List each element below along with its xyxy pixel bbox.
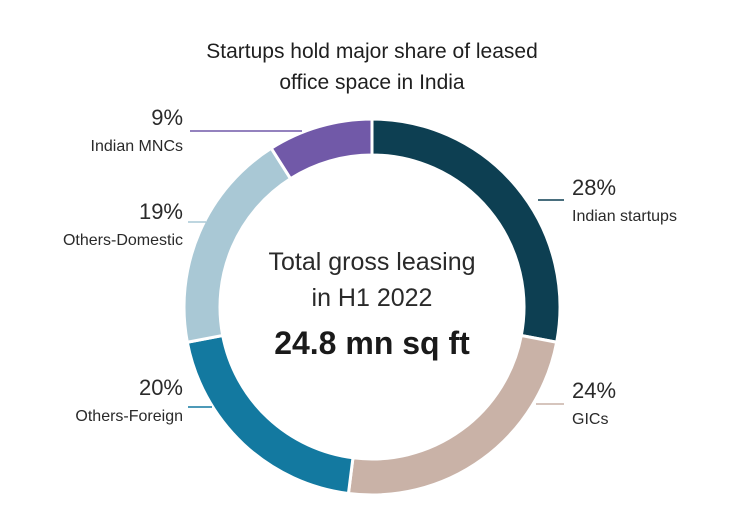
slice-labels: 28% Indian startups 24% GICs 20% Others-Forei…	[63, 105, 677, 428]
slice-category-label: Others-Foreign	[75, 408, 183, 425]
chart-title-line-1: Startups hold major share of leased	[206, 40, 538, 63]
slice-others-domestic	[182, 146, 293, 344]
center-text-line-1: Total gross leasing	[268, 248, 475, 276]
slice-percent-label: 24%	[572, 378, 616, 403]
donut-slices	[182, 117, 562, 497]
chart-title-line-2: office space in India	[279, 71, 465, 94]
slice-percent-label: 20%	[139, 375, 183, 400]
slice-category-label: Others-Domestic	[63, 232, 183, 249]
slice-category-label: Indian startups	[572, 208, 677, 225]
center-text-line-2: in H1 2022	[312, 284, 433, 312]
slice-indian-mncs	[269, 117, 374, 181]
slice-category-label: GICs	[572, 411, 608, 428]
slice-category-label: Indian MNCs	[91, 138, 183, 155]
center-total-value: 24.8 mn sq ft	[274, 325, 470, 361]
slice-percent-label: 9%	[151, 105, 183, 130]
leader-lines	[188, 130, 564, 408]
slice-percent-label: 28%	[572, 175, 616, 200]
slice-percent-label: 19%	[139, 199, 183, 224]
